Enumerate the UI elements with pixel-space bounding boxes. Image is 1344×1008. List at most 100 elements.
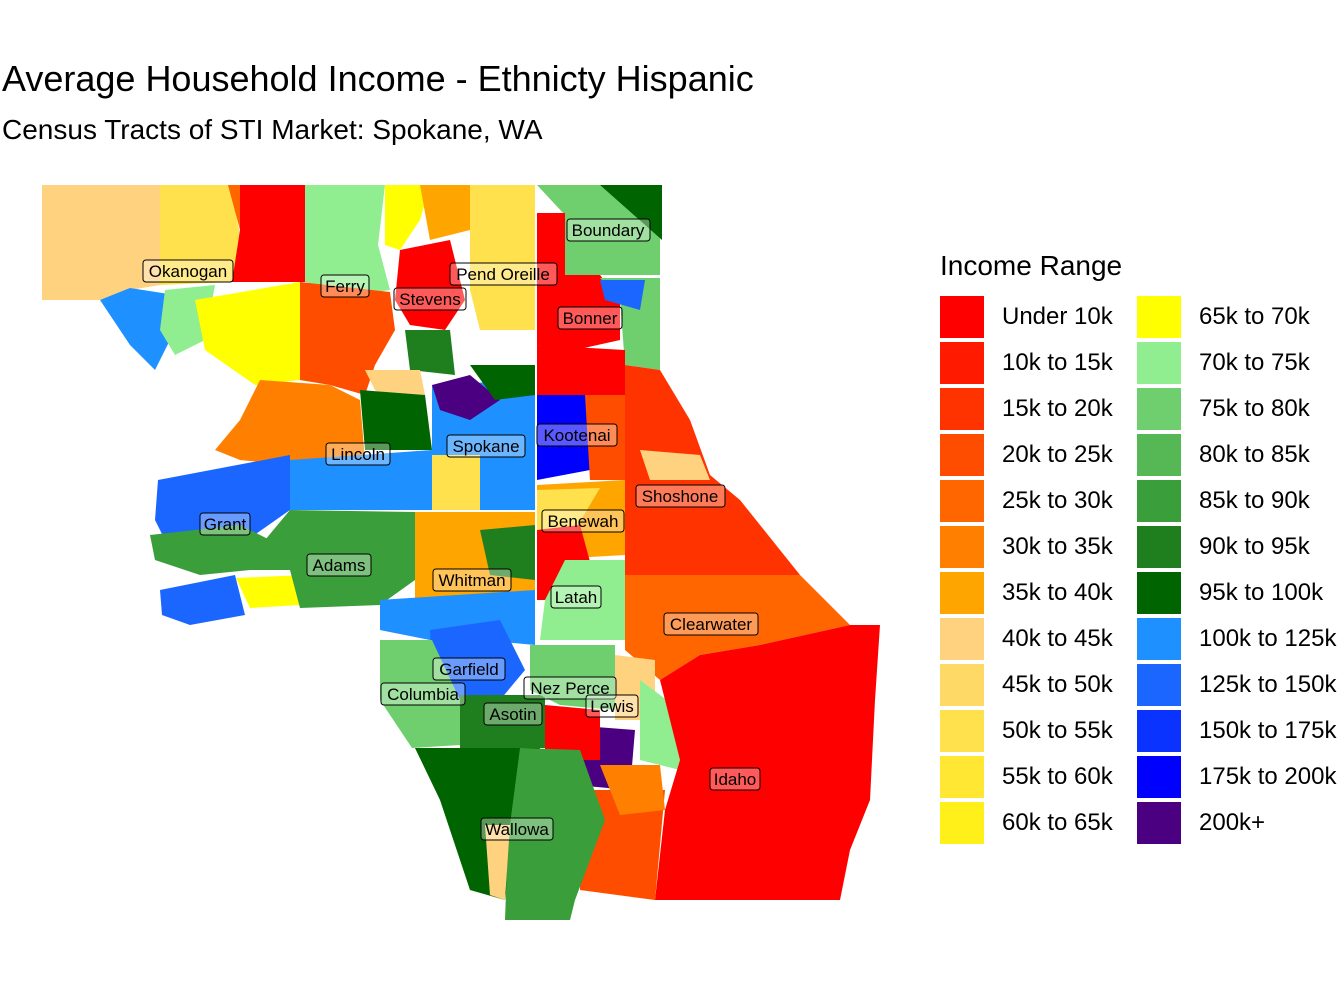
svg-text:Clearwater: Clearwater: [670, 615, 753, 634]
county-labels: Okanogan Ferry Stevens Pend Oreille Boun…: [142, 218, 761, 841]
tract-grant-4: [236, 575, 305, 608]
tract-spokane-2: [432, 375, 500, 420]
svg-text:Benewah: Benewah: [548, 512, 619, 531]
legend-swatch: [940, 572, 984, 614]
legend-swatch: [1137, 480, 1181, 522]
legend-swatch: [1137, 802, 1181, 844]
svg-text:Grant: Grant: [204, 515, 247, 534]
legend-label: 85k to 90k: [1199, 487, 1310, 514]
legend-swatch: [1137, 342, 1181, 384]
county-label-shoshone: Shoshone: [635, 484, 726, 508]
tract-ferry-2: [300, 282, 395, 395]
legend-item: 90k to 95k: [1137, 524, 1337, 570]
tract-adams-1: [240, 510, 415, 608]
svg-text:Ferry: Ferry: [325, 277, 365, 296]
county-label-garfield: Garfield: [432, 657, 506, 681]
svg-text:Lewis: Lewis: [590, 697, 633, 716]
tract-columbia-1: [380, 640, 460, 748]
legend-item: 100k to 125k: [1137, 616, 1337, 662]
svg-text:Adams: Adams: [313, 556, 366, 575]
legend-item: 95k to 100k: [1137, 570, 1337, 616]
tract-lincoln-3: [290, 450, 432, 510]
tract-okanogan-west: [42, 185, 160, 300]
tract-bonner-2: [600, 278, 660, 370]
legend-item: 70k to 75k: [1137, 340, 1337, 386]
svg-text:Stevens: Stevens: [399, 290, 460, 309]
legend-swatch: [940, 480, 984, 522]
legend-item: 40k to 45k: [940, 616, 1137, 662]
legend-swatch: [940, 434, 984, 476]
tract-okanogan-2: [232, 185, 305, 282]
svg-text:Wallowa: Wallowa: [485, 820, 549, 839]
svg-text:Kootenai: Kootenai: [543, 426, 610, 445]
svg-text:Idaho: Idaho: [714, 770, 757, 789]
tract-spokane-3: [432, 455, 480, 510]
legend-swatch: [1137, 526, 1181, 568]
county-label-idaho: Idaho: [709, 767, 761, 791]
county-label-stevens: Stevens: [393, 287, 467, 311]
legend-title: Income Range: [940, 250, 1123, 281]
legend-label: 45k to 50k: [1002, 671, 1113, 698]
legend-swatch: [940, 388, 984, 430]
legend-item: 65k to 70k: [1137, 294, 1337, 340]
legend-label: 75k to 80k: [1199, 395, 1310, 422]
svg-text:Nez Perce: Nez Perce: [530, 679, 609, 698]
tract-benewah-2: [537, 488, 600, 530]
legend-swatch: [940, 756, 984, 798]
tract-shoshone-2: [640, 450, 710, 480]
legend-swatch: [940, 296, 984, 338]
tract-stevens-1: [385, 185, 430, 250]
legend-label: 90k to 95k: [1199, 533, 1310, 560]
legend-label: 100k to 125k: [1199, 625, 1337, 652]
legend-swatch: [1137, 618, 1181, 660]
county-label-boundary: Boundary: [566, 218, 651, 242]
svg-text:Spokane: Spokane: [452, 437, 519, 456]
tract-shoshone-1: [625, 365, 800, 575]
legend-swatch: [1137, 572, 1181, 614]
tract-polygons: [42, 185, 880, 920]
legend-swatch: [940, 664, 984, 706]
county-label-asotin: Asotin: [483, 702, 543, 726]
tract-idaho-1: [655, 625, 880, 900]
legend-item: 150k to 175k: [1137, 708, 1337, 754]
legend-label: 150k to 175k: [1199, 717, 1337, 744]
legend-label: 80k to 85k: [1199, 441, 1310, 468]
tract-latah-2: [540, 560, 625, 640]
tract-boundary-2: [600, 185, 662, 240]
map-subtitle: Census Tracts of STI Market: Spokane, WA: [2, 114, 543, 145]
legend-item: 45k to 50k: [940, 662, 1137, 708]
legend-swatch: [940, 526, 984, 568]
tract-wallowa-2: [505, 748, 605, 920]
tract-stevens-3: [395, 240, 465, 330]
svg-text:Lincoln: Lincoln: [331, 445, 385, 464]
county-label-bonner: Bonner: [557, 306, 623, 330]
county-label-lewis: Lewis: [585, 694, 639, 718]
county-label-nez-perce: Nez Perce: [523, 676, 617, 700]
legend-swatch: [1137, 434, 1181, 476]
svg-text:Pend Oreille: Pend Oreille: [456, 265, 550, 284]
legend-item: 15k to 20k: [940, 386, 1137, 432]
legend-label: 60k to 65k: [1002, 809, 1113, 836]
legend-swatch: [940, 618, 984, 660]
legend-item: 75k to 80k: [1137, 386, 1337, 432]
legend-label: 55k to 60k: [1002, 763, 1113, 790]
county-label-benewah: Benewah: [541, 509, 625, 533]
legend-item: 125k to 150k: [1137, 662, 1337, 708]
county-label-okanogan: Okanogan: [142, 259, 234, 283]
county-label-spokane: Spokane: [446, 434, 526, 458]
tract-kootenai-2: [537, 395, 590, 480]
tract-okanogan-5: [195, 282, 300, 385]
tract-stevens-4: [405, 330, 455, 375]
legend-item: 35k to 40k: [940, 570, 1137, 616]
county-label-kootenai: Kootenai: [536, 423, 618, 447]
county-label-whitman: Whitman: [432, 568, 512, 592]
svg-text:Garfield: Garfield: [439, 660, 499, 679]
county-label-pend-oreille: Pend Oreille: [449, 262, 558, 286]
tract-grant-3: [160, 575, 245, 625]
svg-text:Asotin: Asotin: [489, 705, 536, 724]
tract-spokane-5: [470, 365, 535, 400]
legend-label: 65k to 70k: [1199, 303, 1310, 330]
legend-label: 25k to 30k: [1002, 487, 1113, 514]
legend-item: 175k to 200k: [1137, 754, 1337, 800]
legend-label: 40k to 45k: [1002, 625, 1113, 652]
